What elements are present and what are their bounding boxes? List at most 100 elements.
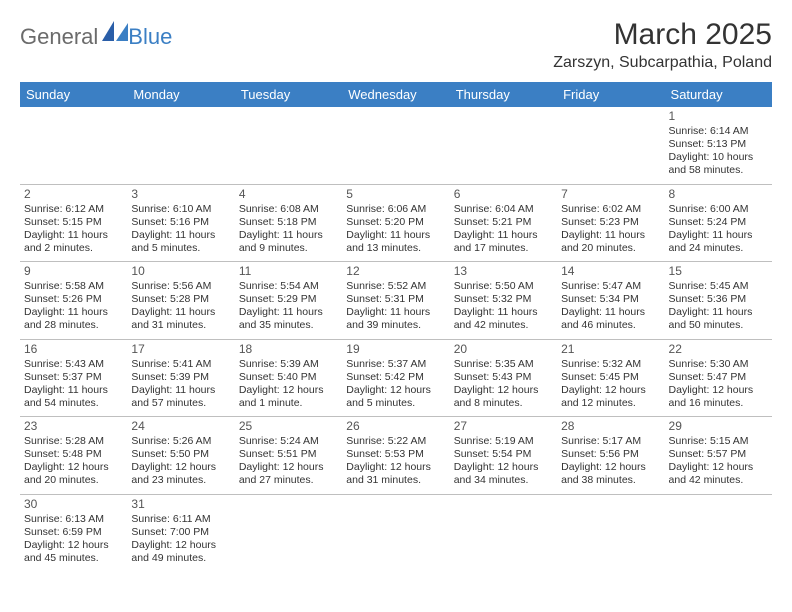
calendar-cell: 22Sunrise: 5:30 AMSunset: 5:47 PMDayligh… (665, 339, 772, 417)
sunset-text: Sunset: 5:15 PM (24, 216, 123, 229)
sunset-text: Sunset: 5:43 PM (454, 371, 553, 384)
sunrise-text: Sunrise: 5:28 AM (24, 435, 123, 448)
daylight-text: Daylight: 11 hours and 9 minutes. (239, 229, 338, 255)
day-number: 11 (239, 264, 338, 279)
weekday-header: Thursday (450, 82, 557, 107)
calendar-cell (342, 107, 449, 184)
daylight-text: Daylight: 11 hours and 24 minutes. (669, 229, 768, 255)
calendar-cell: 14Sunrise: 5:47 AMSunset: 5:34 PMDayligh… (557, 262, 664, 340)
calendar-cell (450, 107, 557, 184)
calendar-week-row: 1Sunrise: 6:14 AMSunset: 5:13 PMDaylight… (20, 107, 772, 184)
day-number: 20 (454, 342, 553, 357)
sunrise-text: Sunrise: 6:00 AM (669, 203, 768, 216)
sunset-text: Sunset: 5:16 PM (131, 216, 230, 229)
sunrise-text: Sunrise: 5:17 AM (561, 435, 660, 448)
day-number: 28 (561, 419, 660, 434)
calendar-week-row: 9Sunrise: 5:58 AMSunset: 5:26 PMDaylight… (20, 262, 772, 340)
sunset-text: Sunset: 6:59 PM (24, 526, 123, 539)
calendar-cell: 6Sunrise: 6:04 AMSunset: 5:21 PMDaylight… (450, 184, 557, 262)
sunrise-text: Sunrise: 5:45 AM (669, 280, 768, 293)
daylight-text: Daylight: 11 hours and 2 minutes. (24, 229, 123, 255)
sunset-text: Sunset: 5:23 PM (561, 216, 660, 229)
sunrise-text: Sunrise: 5:32 AM (561, 358, 660, 371)
logo: General Blue (20, 24, 172, 50)
sunrise-text: Sunrise: 5:30 AM (669, 358, 768, 371)
logo-text-blue: Blue (128, 24, 172, 50)
sunset-text: Sunset: 5:34 PM (561, 293, 660, 306)
sunset-text: Sunset: 5:13 PM (669, 138, 768, 151)
calendar-cell: 9Sunrise: 5:58 AMSunset: 5:26 PMDaylight… (20, 262, 127, 340)
sunrise-text: Sunrise: 6:14 AM (669, 125, 768, 138)
calendar-cell: 27Sunrise: 5:19 AMSunset: 5:54 PMDayligh… (450, 417, 557, 495)
day-number: 3 (131, 187, 230, 202)
daylight-text: Daylight: 12 hours and 16 minutes. (669, 384, 768, 410)
calendar-cell (665, 494, 772, 571)
sunrise-text: Sunrise: 5:39 AM (239, 358, 338, 371)
day-number: 15 (669, 264, 768, 279)
sunset-text: Sunset: 5:21 PM (454, 216, 553, 229)
calendar-cell: 29Sunrise: 5:15 AMSunset: 5:57 PMDayligh… (665, 417, 772, 495)
sunrise-text: Sunrise: 5:19 AM (454, 435, 553, 448)
daylight-text: Daylight: 10 hours and 58 minutes. (669, 151, 768, 177)
sunrise-text: Sunrise: 6:13 AM (24, 513, 123, 526)
daylight-text: Daylight: 11 hours and 28 minutes. (24, 306, 123, 332)
sunset-text: Sunset: 5:45 PM (561, 371, 660, 384)
sunset-text: Sunset: 5:54 PM (454, 448, 553, 461)
title-block: March 2025 Zarszyn, Subcarpathia, Poland (553, 18, 772, 72)
weekday-header: Friday (557, 82, 664, 107)
sunrise-text: Sunrise: 5:24 AM (239, 435, 338, 448)
sunrise-text: Sunrise: 5:22 AM (346, 435, 445, 448)
calendar-week-row: 16Sunrise: 5:43 AMSunset: 5:37 PMDayligh… (20, 339, 772, 417)
daylight-text: Daylight: 11 hours and 57 minutes. (131, 384, 230, 410)
daylight-text: Daylight: 12 hours and 31 minutes. (346, 461, 445, 487)
calendar-cell: 20Sunrise: 5:35 AMSunset: 5:43 PMDayligh… (450, 339, 557, 417)
calendar-cell (342, 494, 449, 571)
day-number: 8 (669, 187, 768, 202)
calendar-cell: 4Sunrise: 6:08 AMSunset: 5:18 PMDaylight… (235, 184, 342, 262)
sunrise-text: Sunrise: 5:52 AM (346, 280, 445, 293)
sunrise-text: Sunrise: 6:11 AM (131, 513, 230, 526)
sunset-text: Sunset: 5:24 PM (669, 216, 768, 229)
daylight-text: Daylight: 12 hours and 12 minutes. (561, 384, 660, 410)
calendar-cell: 15Sunrise: 5:45 AMSunset: 5:36 PMDayligh… (665, 262, 772, 340)
daylight-text: Daylight: 12 hours and 8 minutes. (454, 384, 553, 410)
daylight-text: Daylight: 11 hours and 54 minutes. (24, 384, 123, 410)
day-number: 25 (239, 419, 338, 434)
calendar-cell: 11Sunrise: 5:54 AMSunset: 5:29 PMDayligh… (235, 262, 342, 340)
weekday-header: Wednesday (342, 82, 449, 107)
sunrise-text: Sunrise: 5:37 AM (346, 358, 445, 371)
sunrise-text: Sunrise: 5:43 AM (24, 358, 123, 371)
daylight-text: Daylight: 12 hours and 49 minutes. (131, 539, 230, 565)
sunrise-text: Sunrise: 6:08 AM (239, 203, 338, 216)
weekday-header: Sunday (20, 82, 127, 107)
sunset-text: Sunset: 5:32 PM (454, 293, 553, 306)
calendar-table: Sunday Monday Tuesday Wednesday Thursday… (20, 82, 772, 571)
daylight-text: Daylight: 12 hours and 23 minutes. (131, 461, 230, 487)
calendar-week-row: 30Sunrise: 6:13 AMSunset: 6:59 PM Dayligh… (20, 494, 772, 571)
day-number: 21 (561, 342, 660, 357)
calendar-cell (450, 494, 557, 571)
daylight-text: Daylight: 12 hours and 38 minutes. (561, 461, 660, 487)
day-number: 30 (24, 497, 123, 512)
daylight-text: Daylight: 11 hours and 39 minutes. (346, 306, 445, 332)
day-number: 4 (239, 187, 338, 202)
day-number: 17 (131, 342, 230, 357)
sunrise-text: Sunrise: 5:56 AM (131, 280, 230, 293)
daylight-text: Daylight: 12 hours and 42 minutes. (669, 461, 768, 487)
sunrise-text: Sunrise: 5:15 AM (669, 435, 768, 448)
weekday-header: Tuesday (235, 82, 342, 107)
daylight-text: Daylight: 11 hours and 46 minutes. (561, 306, 660, 332)
sunset-text: Sunset: 5:57 PM (669, 448, 768, 461)
sunset-text: Sunset: 5:40 PM (239, 371, 338, 384)
calendar-cell: 16Sunrise: 5:43 AMSunset: 5:37 PMDayligh… (20, 339, 127, 417)
daylight-text: Daylight: 11 hours and 5 minutes. (131, 229, 230, 255)
daylight-text: Daylight: 11 hours and 35 minutes. (239, 306, 338, 332)
day-number: 31 (131, 497, 230, 512)
day-number: 5 (346, 187, 445, 202)
calendar-cell: 7Sunrise: 6:02 AMSunset: 5:23 PMDaylight… (557, 184, 664, 262)
day-number: 6 (454, 187, 553, 202)
calendar-cell (235, 107, 342, 184)
daylight-text: Daylight: 12 hours and 1 minute. (239, 384, 338, 410)
calendar-cell (20, 107, 127, 184)
calendar-cell: 21Sunrise: 5:32 AMSunset: 5:45 PMDayligh… (557, 339, 664, 417)
